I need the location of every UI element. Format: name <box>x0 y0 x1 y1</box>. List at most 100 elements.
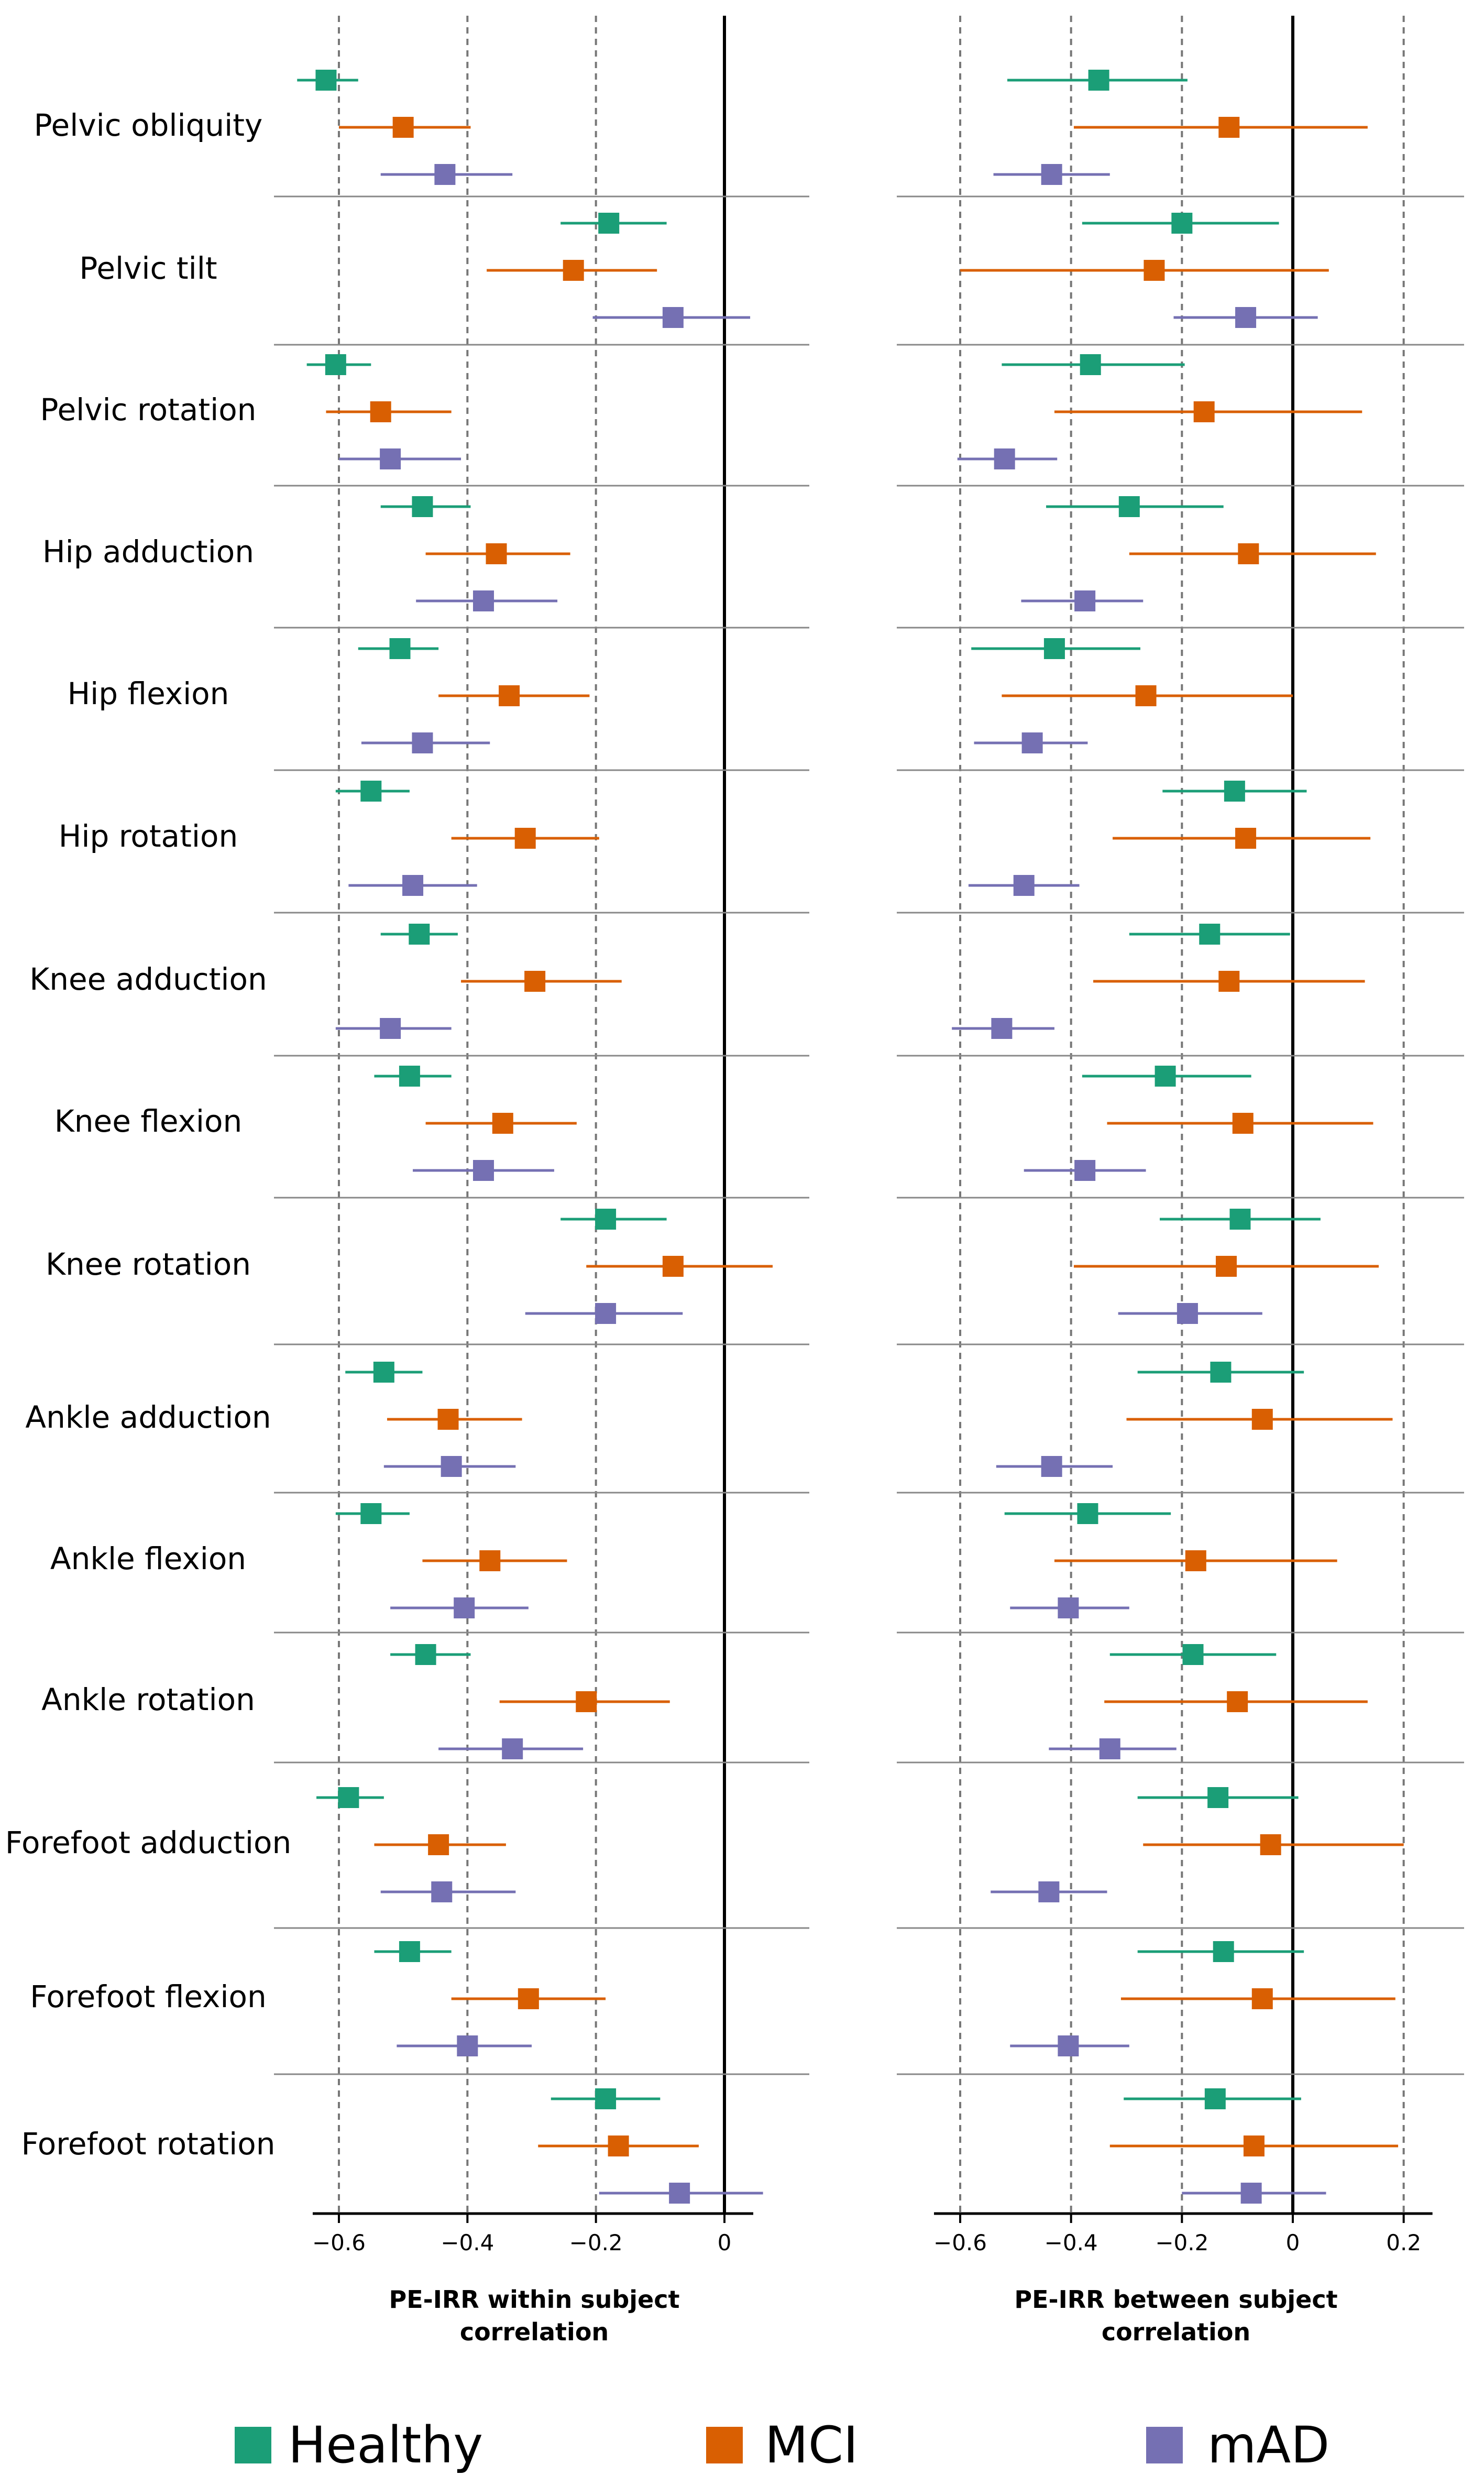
marker-mad-forefoot-flexion <box>457 2035 478 2056</box>
marker-mad-pelvic-obliquity <box>1041 164 1062 185</box>
marker-mci-forefoot-flexion <box>518 1988 539 2009</box>
marker-mci-hip-adduction <box>1238 543 1259 564</box>
row-label-forefoot-adduction: Forefoot adduction <box>5 1825 292 1860</box>
marker-mci-pelvic-obliquity <box>1218 117 1240 138</box>
marker-healthy-hip-rotation <box>1224 781 1245 802</box>
marker-mci-ankle-flexion <box>479 1550 501 1571</box>
marker-healthy-pelvic-tilt <box>598 213 620 234</box>
marker-mad-forefoot-adduction <box>431 1881 453 1902</box>
marker-mad-knee-rotation <box>595 1303 617 1324</box>
marker-mci-forefoot-adduction <box>428 1834 449 1855</box>
x-tick-label: −0.2 <box>569 2230 623 2255</box>
marker-healthy-forefoot-adduction <box>1207 1787 1229 1808</box>
marker-healthy-ankle-rotation <box>415 1644 436 1665</box>
marker-mci-knee-rotation <box>1216 1256 1237 1277</box>
marker-healthy-pelvic-rotation <box>1080 354 1101 375</box>
marker-mad-hip-adduction <box>1074 590 1096 611</box>
marker-healthy-forefoot-flexion <box>1213 1941 1234 1962</box>
legend-swatch-mci <box>706 2427 743 2463</box>
marker-mad-knee-flexion <box>1074 1160 1096 1181</box>
marker-healthy-ankle-adduction <box>1210 1362 1232 1383</box>
x-tick-label: 0.2 <box>1386 2230 1421 2255</box>
legend-swatch-mad <box>1146 2427 1183 2463</box>
row-label-knee-adduction: Knee adduction <box>29 961 267 997</box>
marker-mad-ankle-adduction <box>441 1456 462 1477</box>
x-axis-title: PE-IRR between subject correlation <box>1014 2285 1337 2346</box>
marker-mci-ankle-adduction <box>437 1409 459 1430</box>
marker-mad-ankle-flexion <box>454 1597 475 1618</box>
marker-mci-hip-flexion <box>1135 685 1157 706</box>
row-label-pelvic-obliquity: Pelvic obliquity <box>34 107 263 143</box>
marker-healthy-hip-flexion <box>389 638 411 659</box>
marker-mad-ankle-rotation <box>502 1738 523 1759</box>
marker-healthy-forefoot-adduction <box>338 1787 359 1808</box>
marker-mci-forefoot-adduction <box>1260 1834 1281 1855</box>
marker-mci-pelvic-rotation <box>370 401 391 422</box>
marker-mci-ankle-rotation <box>1227 1691 1248 1712</box>
legend-label-mad: mAD <box>1207 2416 1329 2474</box>
marker-healthy-knee-rotation <box>595 1209 617 1230</box>
within-subject-panel: −0.6 −0.4 −0.2 0 PE-IRR within subject correl… <box>274 16 809 2346</box>
marker-mad-forefoot-flexion <box>1058 2035 1079 2056</box>
marker-mad-hip-flexion <box>412 732 433 753</box>
marker-mad-knee-flexion <box>472 1160 494 1181</box>
marker-mad-forefoot-rotation <box>1240 2183 1262 2204</box>
marker-mad-hip-adduction <box>472 590 494 611</box>
marker-mci-pelvic-obliquity <box>392 117 414 138</box>
marker-mci-knee-adduction <box>524 971 546 992</box>
row-label-pelvic-rotation: Pelvic rotation <box>40 392 257 428</box>
marker-mad-hip-rotation <box>402 875 424 896</box>
marker-mci-pelvic-tilt <box>1144 260 1165 281</box>
marker-healthy-pelvic-rotation <box>325 354 346 375</box>
marker-healthy-forefoot-rotation <box>1204 2088 1226 2109</box>
marker-mad-pelvic-tilt <box>1235 307 1257 328</box>
row-label-knee-rotation: Knee rotation <box>46 1246 251 1282</box>
x-tick-label: 0 <box>1286 2230 1300 2255</box>
marker-mci-pelvic-rotation <box>1193 401 1215 422</box>
marker-mad-forefoot-rotation <box>669 2183 690 2204</box>
marker-healthy-pelvic-obliquity <box>1088 70 1109 91</box>
between-subject-panel: −0.6 −0.4 −0.2 0 0.2 PE-IRR between subject co… <box>897 16 1464 2346</box>
marker-healthy-pelvic-tilt <box>1171 213 1193 234</box>
row-label-knee-flexion: Knee flexion <box>54 1103 242 1139</box>
marker-mad-forefoot-adduction <box>1038 1881 1060 1902</box>
x-tick-label: 0 <box>718 2230 732 2255</box>
marker-healthy-knee-rotation <box>1229 1209 1251 1230</box>
marker-mad-pelvic-rotation <box>380 448 401 469</box>
marker-mci-knee-rotation <box>662 1256 684 1277</box>
marker-mci-ankle-flexion <box>1185 1550 1206 1571</box>
legend-swatch-healthy <box>235 2427 271 2463</box>
row-label-pelvic-tilt: Pelvic tilt <box>79 250 217 286</box>
row-label-ankle-rotation: Ankle rotation <box>41 1682 255 1717</box>
x-tick-label: −0.2 <box>1155 2230 1208 2255</box>
marker-healthy-knee-adduction <box>1199 924 1221 945</box>
legend-label-mci: MCI <box>765 2416 858 2474</box>
row-labels: Pelvic obliquity Pelvic tilt Pelvic rotati… <box>5 107 292 2162</box>
marker-healthy-knee-adduction <box>409 924 430 945</box>
row-label-forefoot-flexion: Forefoot flexion <box>30 1979 266 2014</box>
marker-mad-knee-adduction <box>380 1018 401 1039</box>
marker-mci-forefoot-rotation <box>1243 2135 1265 2156</box>
row-label-ankle-adduction: Ankle adduction <box>25 1399 271 1435</box>
marker-healthy-hip-adduction <box>412 496 433 517</box>
x-tick-label: −0.4 <box>441 2230 494 2255</box>
row-label-hip-rotation: Hip rotation <box>59 818 238 854</box>
marker-mci-ankle-rotation <box>576 1691 597 1712</box>
marker-healthy-ankle-flexion <box>360 1503 382 1524</box>
marker-healthy-forefoot-flexion <box>399 1941 420 1962</box>
marker-healthy-ankle-rotation <box>1182 1644 1204 1665</box>
marker-healthy-knee-flexion <box>399 1066 420 1087</box>
marker-mad-ankle-flexion <box>1058 1597 1079 1618</box>
marker-mci-knee-flexion <box>492 1113 513 1134</box>
marker-mad-knee-rotation <box>1177 1303 1198 1324</box>
marker-healthy-ankle-flexion <box>1077 1503 1098 1524</box>
row-label-ankle-flexion: Ankle flexion <box>50 1541 246 1576</box>
marker-mad-knee-adduction <box>991 1018 1013 1039</box>
marker-mci-knee-adduction <box>1218 971 1240 992</box>
marker-healthy-pelvic-obliquity <box>315 70 337 91</box>
marker-mad-hip-flexion <box>1021 732 1043 753</box>
legend: Healthy MCI mAD <box>235 2416 1329 2474</box>
marker-mad-ankle-adduction <box>1041 1456 1062 1477</box>
marker-mci-knee-flexion <box>1232 1113 1254 1134</box>
marker-healthy-ankle-adduction <box>373 1362 394 1383</box>
